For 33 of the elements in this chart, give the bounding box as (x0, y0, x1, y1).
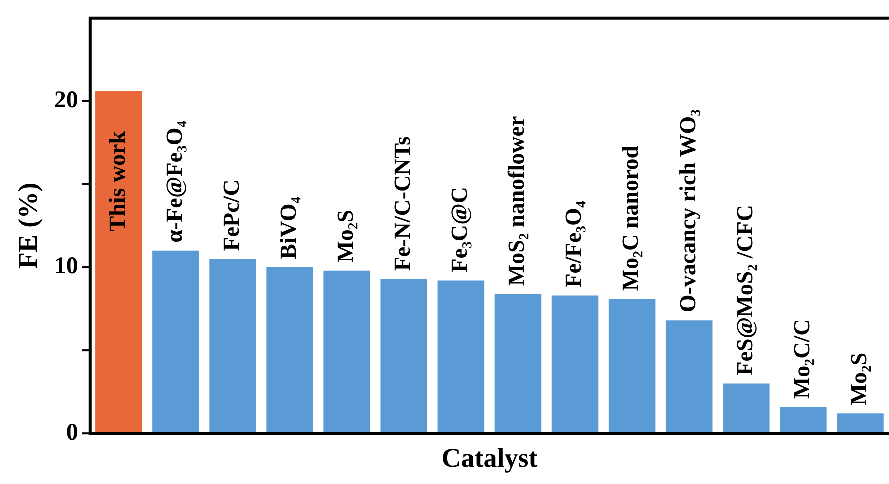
bar (723, 384, 770, 434)
x-tick-label: FeS@MoS₂ /CFC (732, 205, 758, 376)
bar (494, 294, 542, 434)
bar (266, 268, 314, 434)
x-tick-label: This work (104, 131, 130, 232)
y-tick-label: 20 (54, 88, 78, 114)
bar (552, 296, 599, 434)
x-tick-label: FePc/C (218, 180, 244, 252)
bar (210, 259, 256, 434)
bar (666, 320, 713, 434)
x-tick-label: Fe-N/C-CNTs (390, 136, 416, 272)
bar (780, 407, 827, 434)
x-tick-label: Mo₂C/C (789, 319, 814, 400)
x-tick-label: Mo₂S (846, 352, 872, 406)
x-tick-label: BiVO₄ (276, 196, 301, 260)
bar (380, 279, 428, 434)
x-tick-label: Mo₂C nanorod (618, 146, 644, 292)
x-tick-label: α-Fe@Fe₃O₄ (162, 120, 187, 243)
x-axis-title: Catalyst (442, 442, 538, 473)
y-tick-label: 10 (54, 254, 78, 280)
bar (438, 280, 485, 434)
bar (837, 414, 884, 434)
x-tick-label: Fe₃C@C (447, 187, 472, 273)
x-tick-label: Fe/Fe₃O₄ (561, 201, 586, 288)
bar (608, 299, 656, 434)
y-axis-title: FE (%) (13, 182, 44, 270)
x-tick-label: MoS₂ nanoflower (504, 116, 530, 286)
bar (152, 250, 200, 434)
x-tick-label: O-vacancy rich WO₃ (675, 109, 700, 313)
bar (96, 91, 142, 434)
x-tick-label: Mo₂S (333, 210, 358, 263)
y-tick-label: 0 (66, 420, 78, 446)
bar (324, 270, 370, 434)
